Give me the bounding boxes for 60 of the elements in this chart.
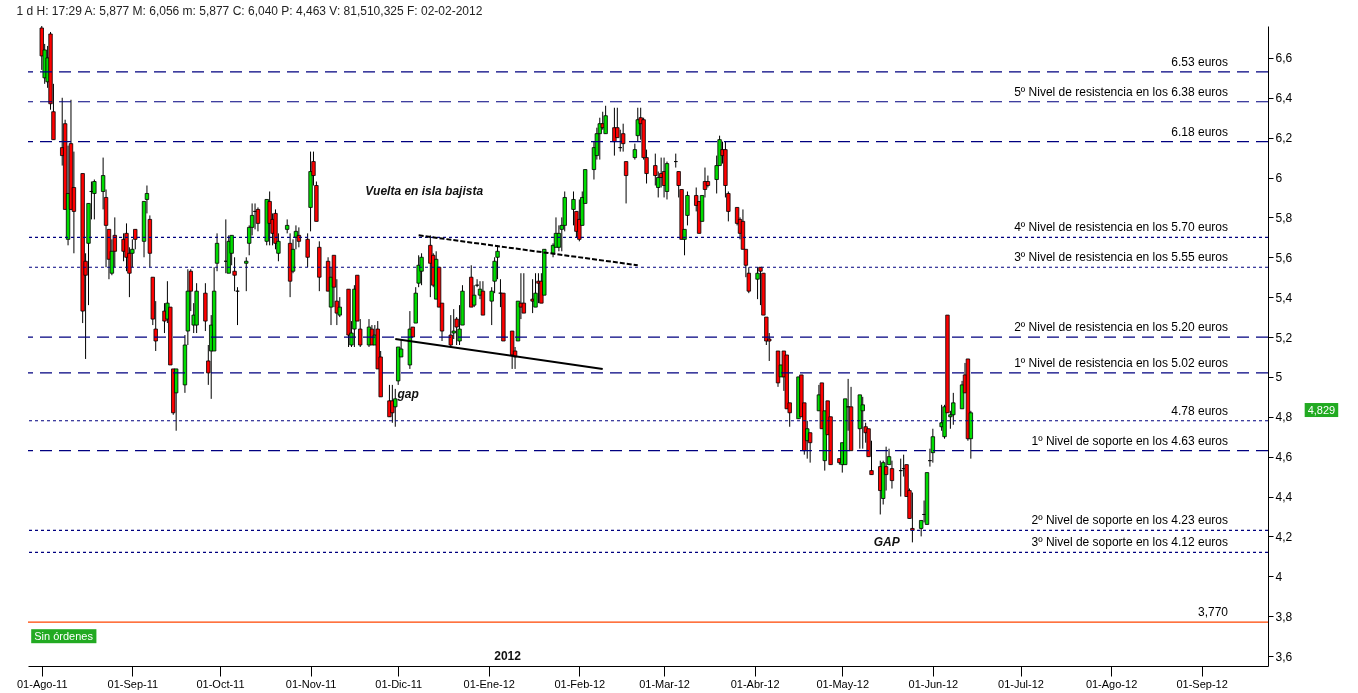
y-tick-label: 5,2 [1275,330,1293,345]
annotation: Vuelta en isla bajista [365,184,484,199]
candlestick [393,388,398,428]
y-tick-label: 4 [1275,569,1283,584]
x-tick-label: 01-Mar-12 [639,677,690,690]
x-tick-label: 01-Abr-12 [730,677,780,690]
y-tick-label: 6,2 [1275,131,1293,146]
y-tick-label: 3,6 [1275,649,1293,664]
candlestick [746,266,751,294]
ref-line-label: 4.78 euros [1171,403,1228,418]
ref-line-label: 3,770 [1197,605,1229,620]
candlestick [419,252,424,286]
chart-subtitle: 1 d H: 17:29 A: 5,877 M: 6,056 m: 5,877 C: 6,040 P: 4,463 V: 81,510,325 F: 02-02-2012 [16,3,483,18]
x-tick-label: 01-Feb-12 [554,677,606,690]
candlestick [296,226,302,248]
annotation: GAP [873,534,901,549]
ref-line-label: 1º Nivel de soporte en los 4.63 euros [1031,433,1228,448]
x-tick-label: 01-Jun-12 [908,677,959,690]
y-tick-label: 4,8 [1275,410,1293,425]
ref-line-label: 2º Nivel de resistencia en los 5.20 euros [1014,320,1228,335]
x-tick-label: 01-Dic-11 [375,677,423,690]
candlestick [577,198,582,242]
x-tick-label: 01-Sep-11 [107,677,159,690]
x-tick-label: 01-Oct-11 [196,677,245,690]
y-tick-label: 6,6 [1275,51,1293,66]
candlestick [623,161,629,204]
x-tick-label: 01-Ago-12 [1085,677,1138,690]
annotation: 2012 [494,649,522,664]
x-tick-label: 01-Ene-12 [463,677,515,690]
annotation: gap [396,387,419,401]
ref-line-label: 3º Nivel de resistencia en los 5.55 euros [1014,250,1228,265]
ref-line-label: 3º Nivel de soporte en los 4.12 euros [1031,535,1228,550]
ref-line-label: 6.18 euros [1171,124,1228,139]
ref-line-label: 5º Nivel de resistencia en los 6.38 euros [1014,84,1228,99]
x-tick-label: 01-Nov-11 [285,677,337,690]
y-tick-label: 5,8 [1275,210,1293,225]
candlestick [910,492,915,543]
x-tick-label: 01-Sep-12 [1176,677,1228,690]
y-tick-label: 5,6 [1275,250,1293,265]
y-tick-label: 6,4 [1275,91,1293,106]
y-tick-label: 5 [1275,370,1283,385]
y-tick-label: 4,4 [1275,490,1293,505]
ref-line-label: 6.53 euros [1171,54,1228,69]
candlestick [930,428,936,464]
candlestick [530,278,535,314]
ref-line-label: 1º Nivel de resistencia en los 5.02 euros [1014,355,1228,370]
y-tick-label: 3,8 [1275,609,1293,624]
x-tick-label: 01-Jul-12 [998,677,1044,690]
candlestick [305,232,310,268]
candlestick [416,254,421,288]
y-tick-label: 4,6 [1275,450,1293,465]
y-tick-label: 4,2 [1275,529,1293,544]
candlestick [390,384,395,424]
candlestick [244,256,249,292]
ref-line-label: 4º Nivel de resistencia en los 5.70 euros [1014,220,1228,235]
ref-line-label: 2º Nivel de soporte en los 4.23 euros [1031,513,1228,528]
x-tick-label: 01-May-12 [816,677,870,690]
y-tick-label: 6 [1275,171,1283,186]
y-tick-label: 5,4 [1275,290,1293,305]
x-tick-label: 01-Ago-11 [16,677,68,690]
